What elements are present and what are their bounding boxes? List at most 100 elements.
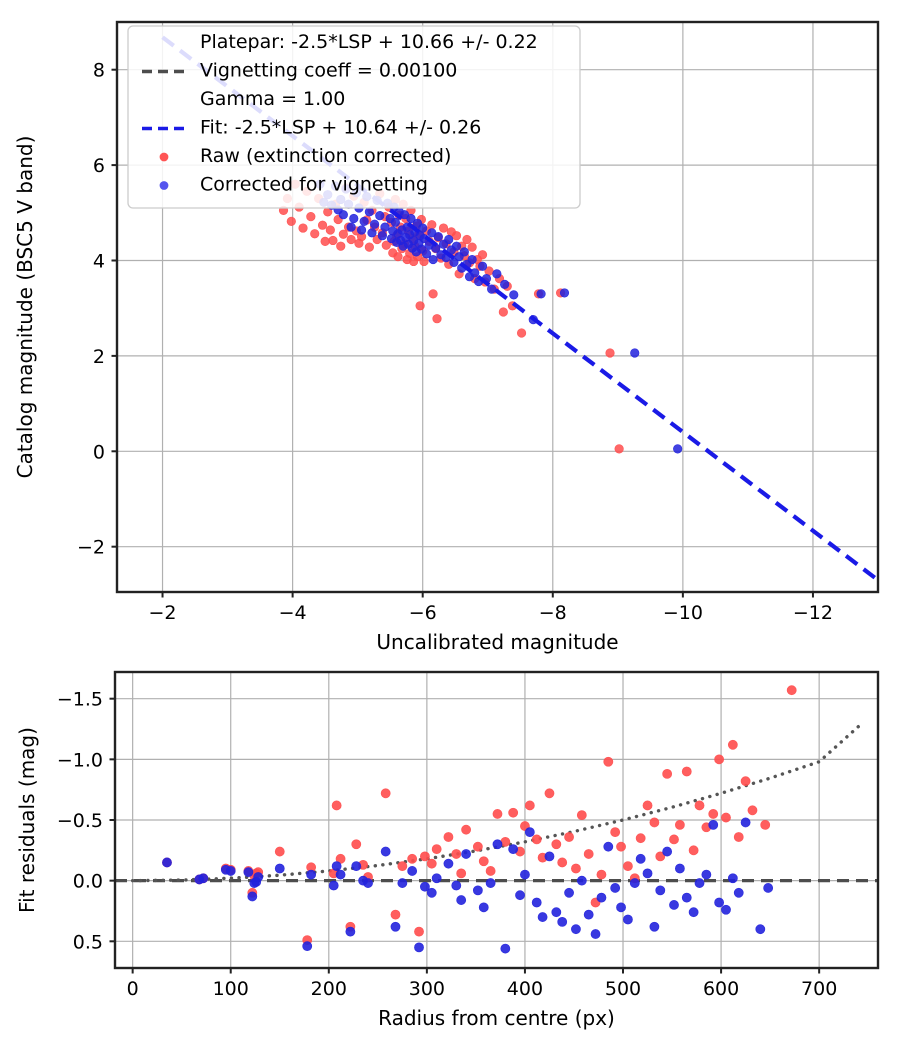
data-point: [610, 827, 621, 838]
data-point: [380, 846, 391, 857]
data-point: [412, 218, 423, 228]
data-point: [688, 845, 699, 856]
data-point: [674, 863, 685, 874]
data-point: [298, 223, 308, 233]
data-point: [449, 257, 459, 268]
data-point: [544, 788, 555, 799]
data-point: [763, 883, 774, 893]
data-point: [740, 776, 751, 787]
data-point: [369, 219, 380, 229]
x-tick-label: −6: [409, 602, 437, 624]
data-point: [346, 234, 356, 245]
data-point: [274, 863, 285, 874]
data-point: [747, 805, 758, 816]
data-point: [708, 809, 719, 819]
data-point: [630, 348, 640, 358]
data-point: [524, 800, 535, 811]
legend-label: Raw (extinction corrected): [200, 145, 451, 167]
data-point: [443, 832, 454, 842]
data-point: [345, 926, 356, 937]
data-point: [467, 242, 477, 252]
data-point: [464, 272, 475, 282]
x-tick-label: 600: [703, 978, 739, 1000]
data-point: [331, 861, 342, 871]
data-point: [380, 788, 391, 799]
x-tick-label: 0: [127, 978, 139, 1000]
data-point: [524, 827, 535, 838]
data-point: [385, 213, 395, 224]
data-point: [755, 924, 766, 935]
data-point: [354, 238, 364, 248]
data-point: [477, 261, 488, 271]
data-point: [485, 866, 496, 876]
data-point: [349, 213, 359, 224]
data-point: [708, 819, 719, 830]
data-point: [428, 289, 438, 299]
data-point: [243, 867, 254, 878]
data-point: [662, 846, 673, 857]
data-point: [500, 943, 511, 954]
data-point: [603, 756, 614, 767]
data-point: [557, 917, 568, 927]
data-point: [386, 233, 397, 244]
series-corrected: [162, 817, 774, 954]
legend-entry[interactable]: Platepar: -2.5*LSP + 10.66 +/- 0.22: [200, 31, 538, 53]
data-point: [727, 873, 738, 884]
legend-entry[interactable]: Vignetting coeff = 0.00100: [142, 60, 457, 82]
data-point: [478, 902, 489, 913]
data-point: [359, 216, 369, 226]
data-point: [642, 868, 653, 879]
y-tick-label: −1.0: [57, 749, 103, 771]
data-point: [317, 220, 328, 230]
legend-entry[interactable]: Fit: -2.5*LSP + 10.64 +/- 0.26: [142, 117, 481, 139]
data-point: [325, 225, 335, 235]
data-point: [694, 878, 705, 888]
data-point: [714, 897, 725, 908]
y-tick-label: 6: [93, 155, 105, 177]
data-point: [377, 231, 387, 241]
y-tick-label: −1.5: [57, 689, 103, 711]
data-point: [571, 863, 581, 874]
data-point: [576, 810, 587, 821]
data-point: [310, 229, 320, 239]
data-point: [649, 921, 660, 932]
data-point: [536, 289, 546, 299]
data-point: [564, 887, 574, 898]
data-point: [520, 869, 530, 880]
legend-entry[interactable]: Gamma = 1.00: [200, 88, 345, 110]
data-point: [701, 869, 712, 880]
data-point: [451, 849, 462, 859]
data-point: [451, 880, 462, 891]
y-tick-label: 4: [93, 250, 105, 272]
data-point: [662, 769, 673, 779]
data-point: [492, 809, 503, 819]
data-point: [364, 242, 374, 252]
legend-label: Platepar: -2.5*LSP + 10.66 +/- 0.22: [200, 31, 538, 53]
y-tick-label: 0.5: [73, 931, 103, 953]
data-point: [438, 239, 449, 249]
data-point: [681, 892, 692, 903]
data-point: [500, 279, 510, 289]
legend-entry[interactable]: Corrected for vignetting: [159, 174, 428, 196]
x-tick-label: 500: [605, 978, 641, 1000]
data-point: [431, 844, 442, 855]
data-point: [551, 839, 562, 850]
data-point: [420, 851, 430, 862]
data-point: [485, 878, 496, 888]
data-point: [390, 921, 401, 932]
data-point: [363, 878, 373, 888]
data-point: [760, 819, 771, 830]
data-point: [338, 229, 348, 239]
data-point: [544, 851, 555, 862]
legend-entry[interactable]: Raw (extinction corrected): [159, 145, 451, 167]
data-point: [351, 861, 362, 871]
legend-label: Fit: -2.5*LSP + 10.64 +/- 0.26: [200, 117, 481, 139]
data-point: [302, 941, 313, 952]
data-point: [381, 240, 391, 250]
data-point: [669, 834, 679, 845]
data-point: [428, 254, 438, 265]
data-point: [531, 897, 542, 908]
data-point: [443, 858, 454, 869]
data-point: [596, 892, 607, 903]
